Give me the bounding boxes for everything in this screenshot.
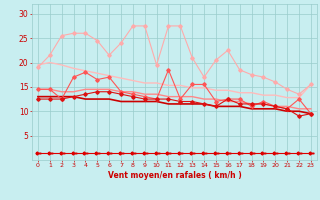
X-axis label: Vent moyen/en rafales ( km/h ): Vent moyen/en rafales ( km/h ) (108, 171, 241, 180)
